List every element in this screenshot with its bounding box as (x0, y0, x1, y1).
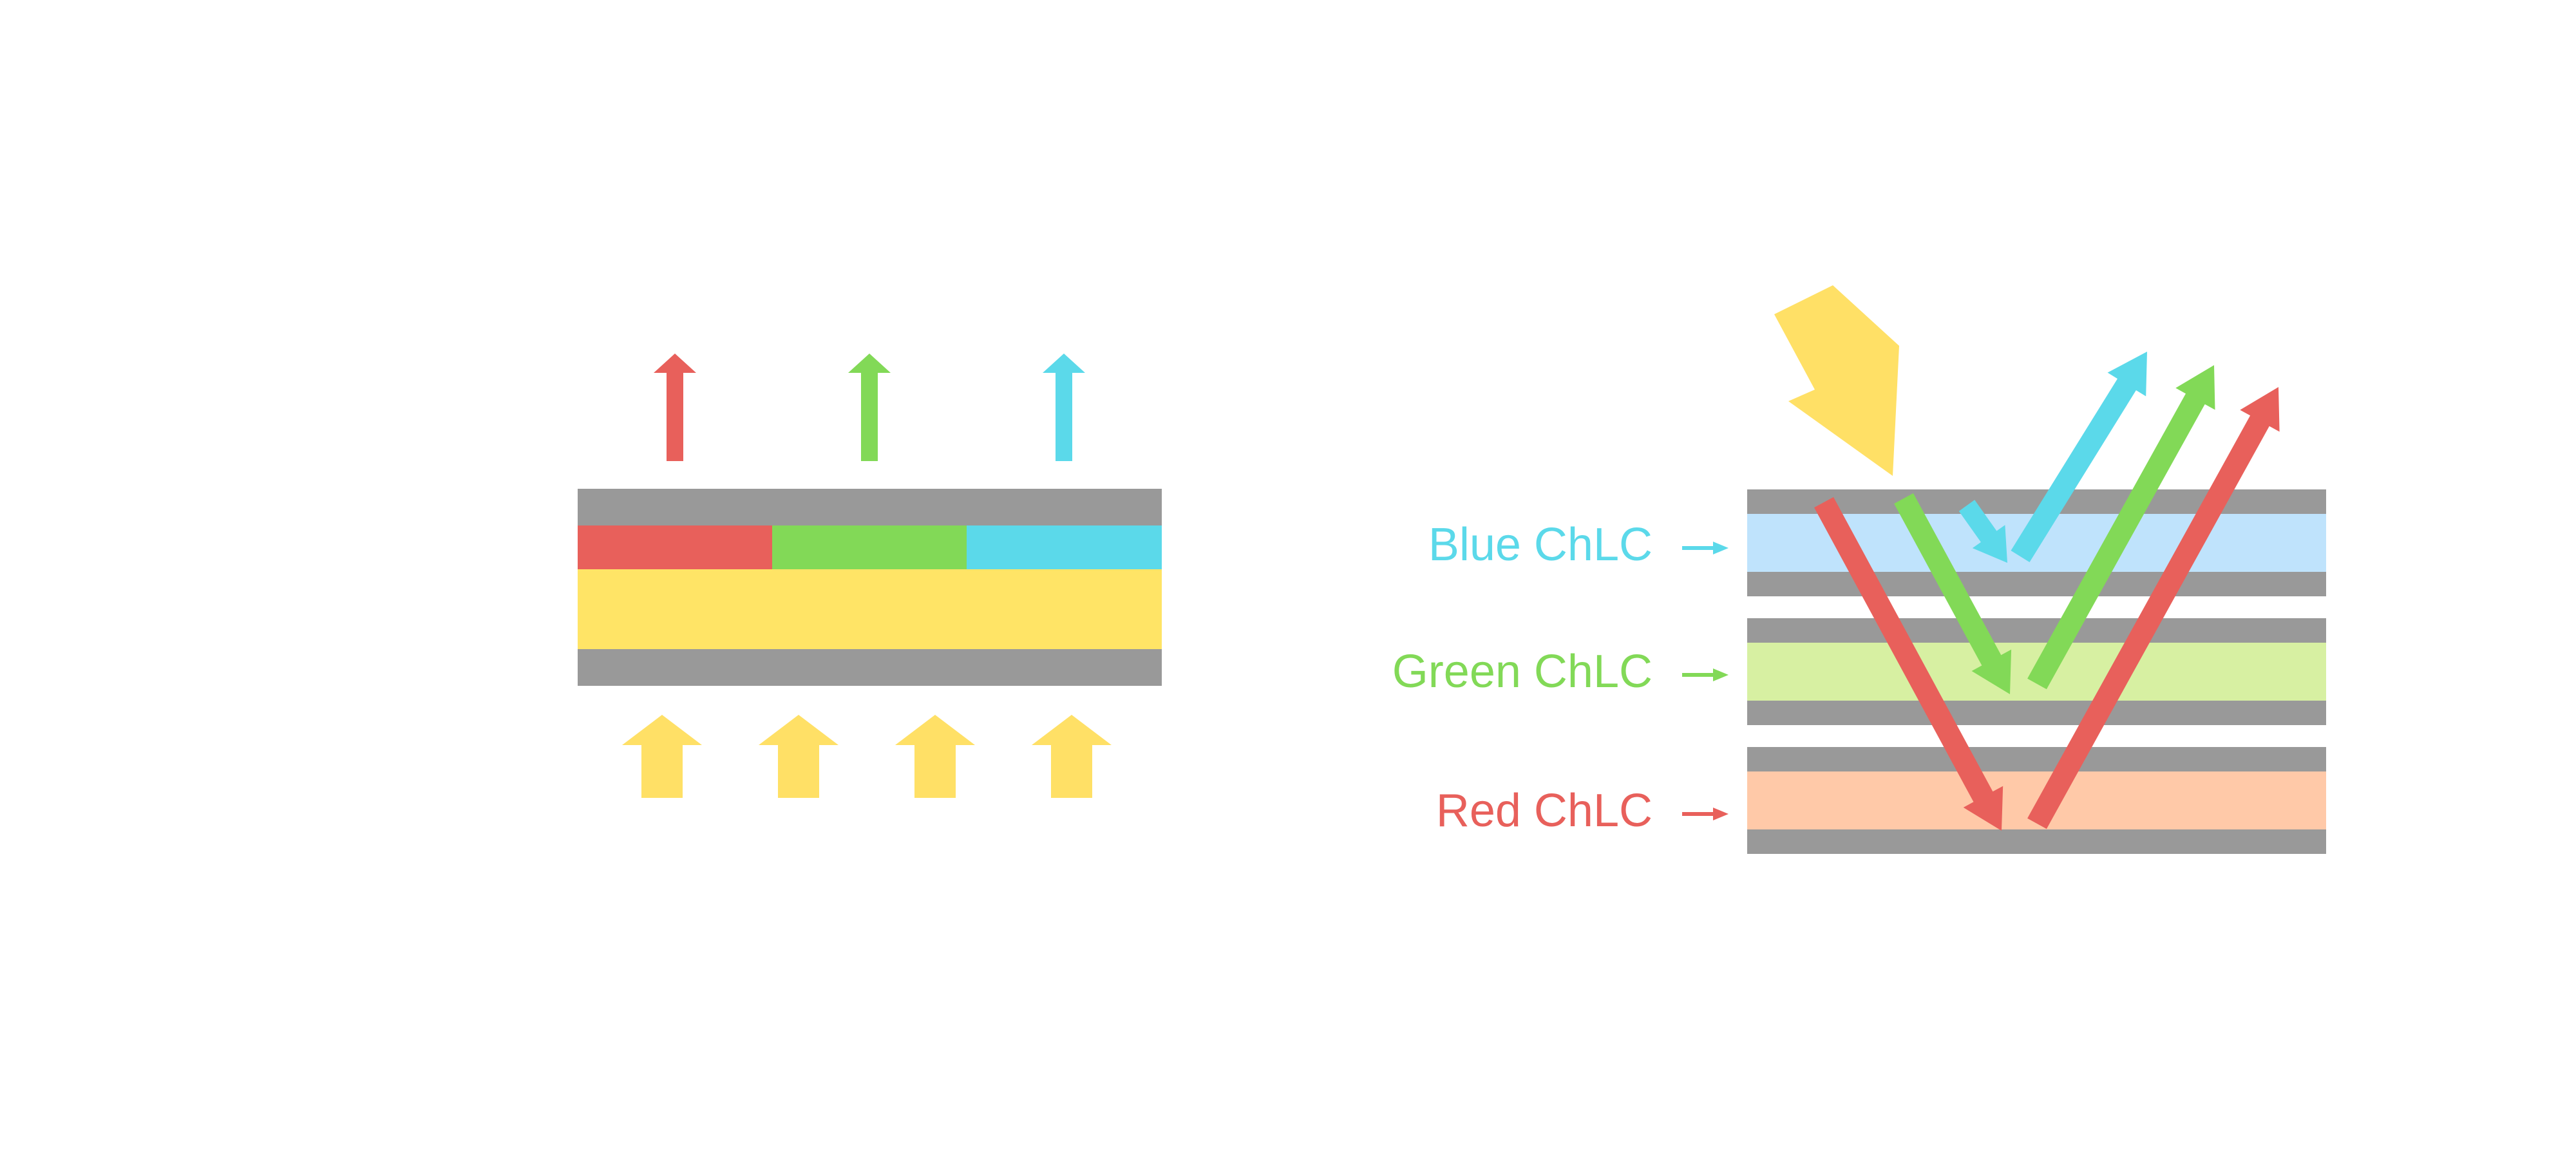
svg-text:Blue ChLC: Blue ChLC (1428, 519, 1653, 571)
svg-text:Red ChLC: Red ChLC (1436, 785, 1653, 837)
svg-text:Green ChLC: Green ChLC (1392, 646, 1653, 697)
